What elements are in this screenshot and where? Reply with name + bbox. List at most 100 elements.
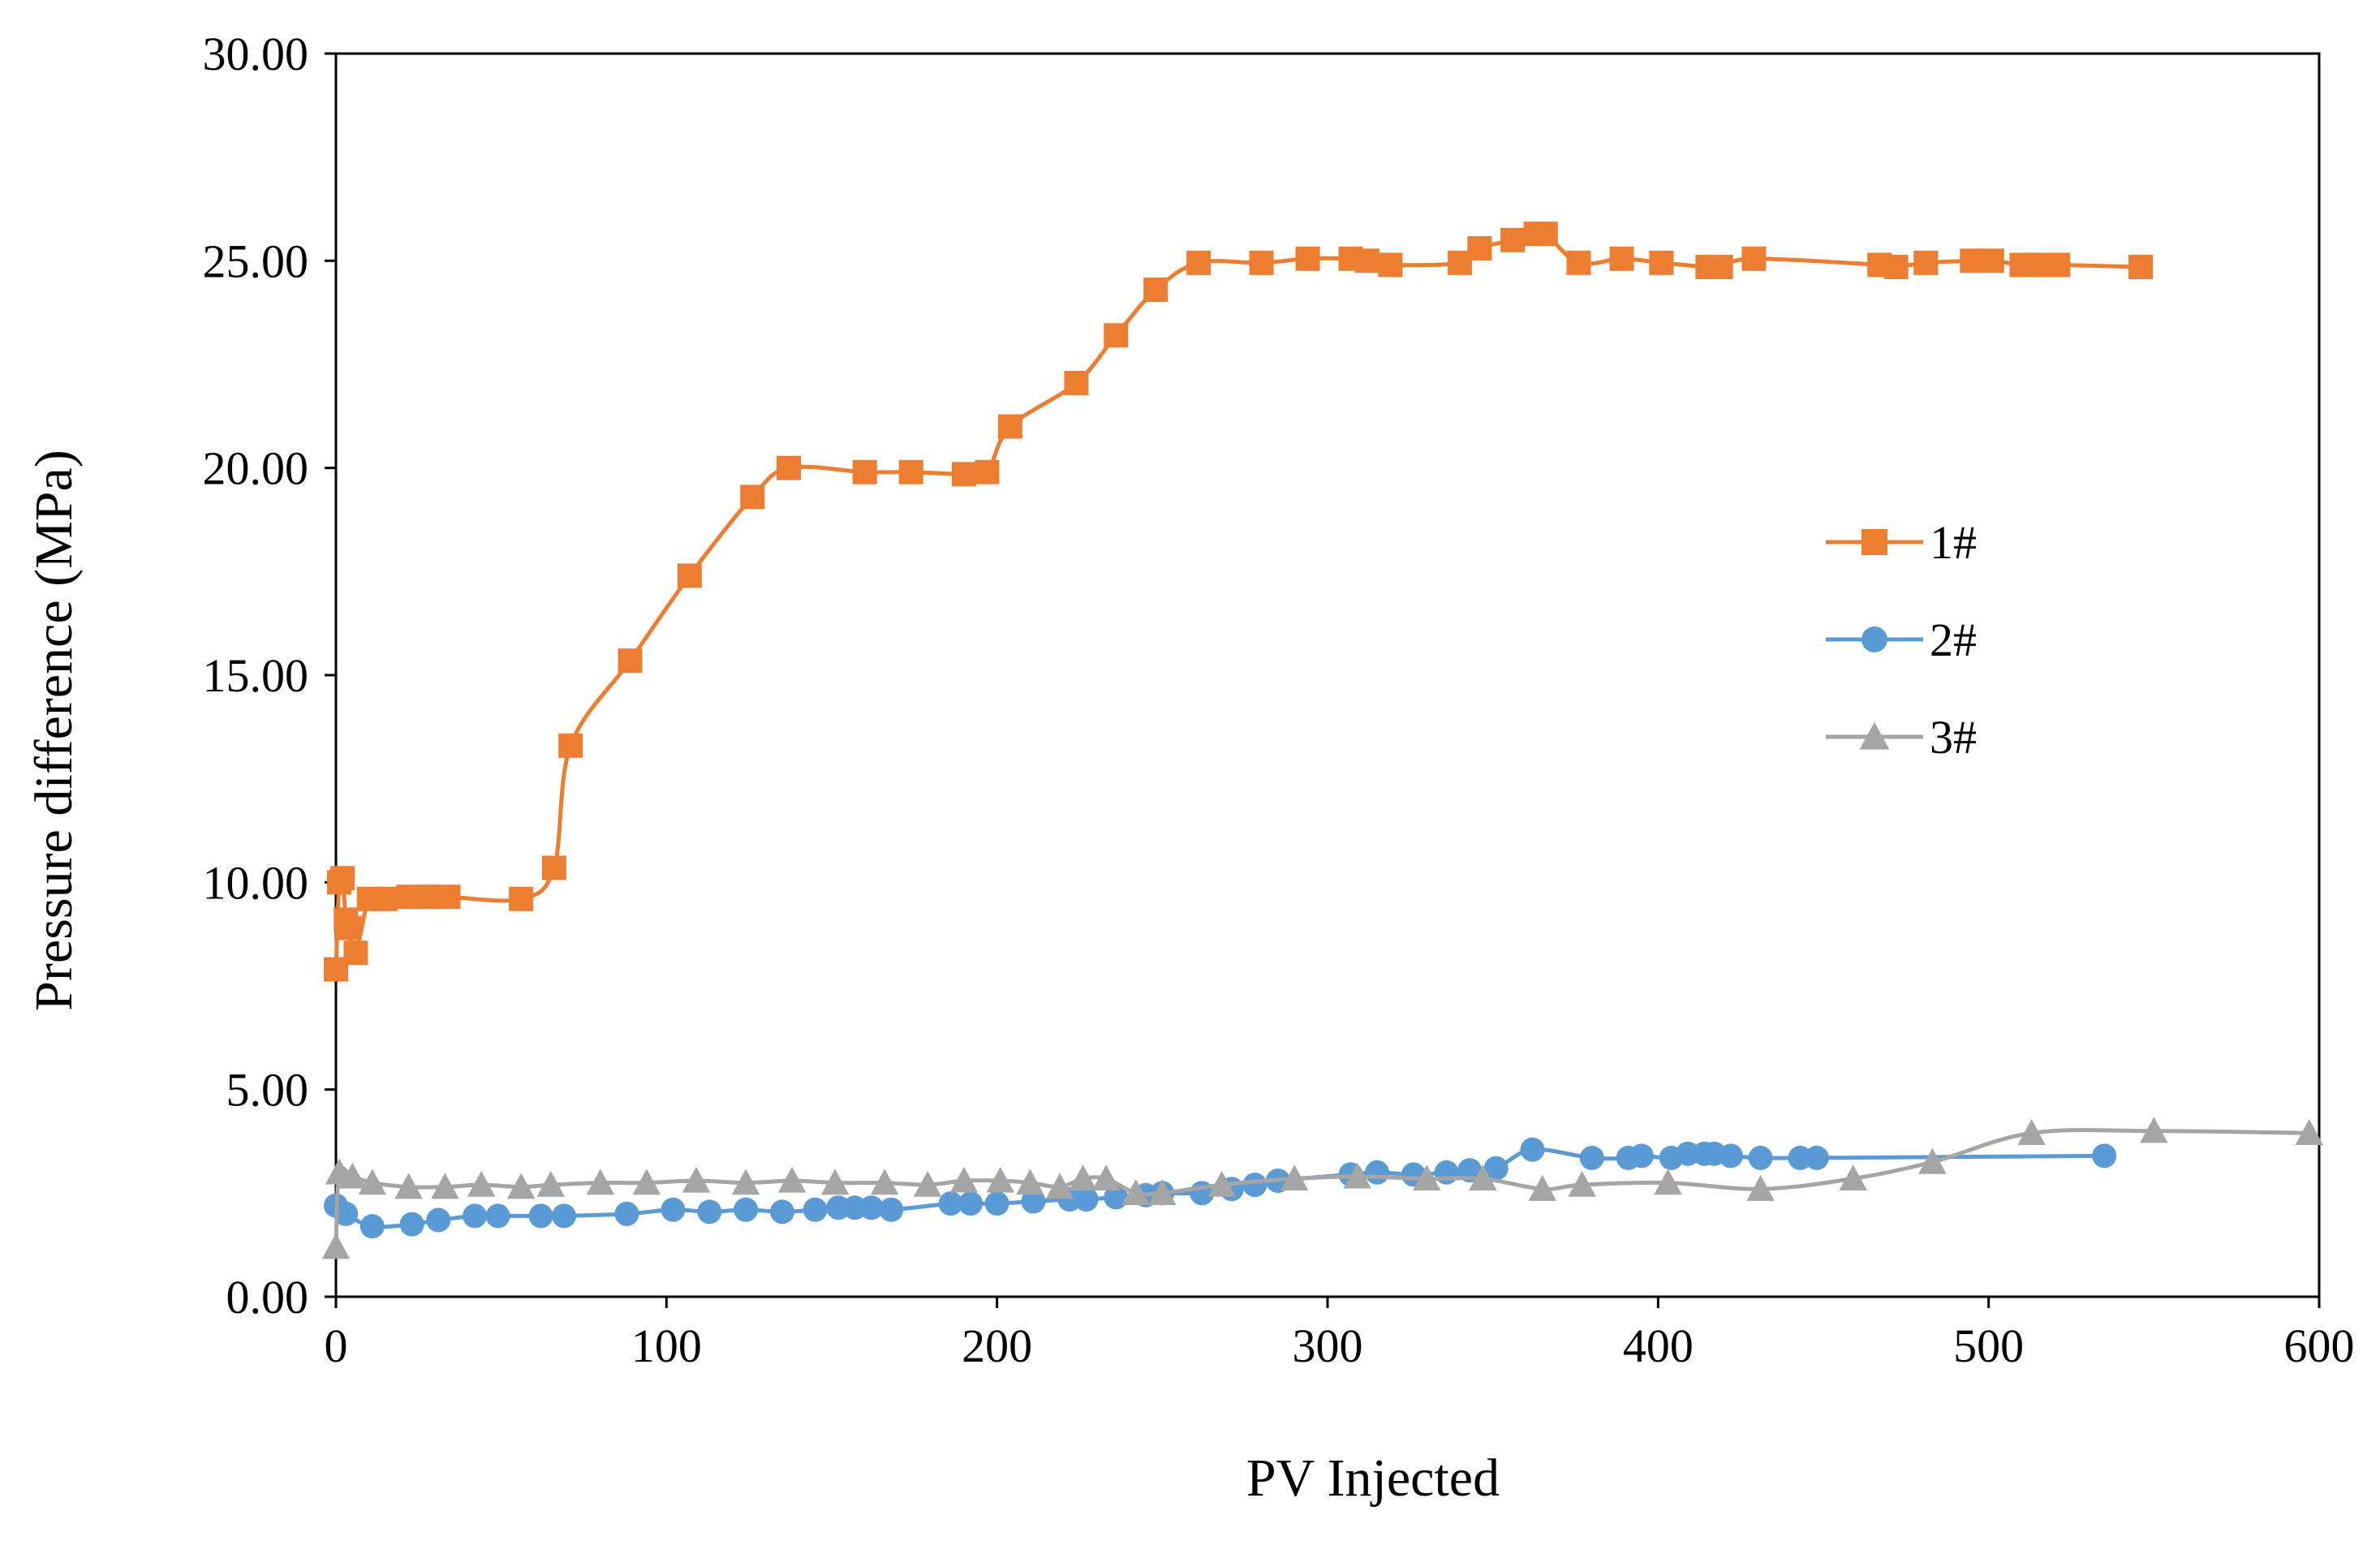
series-2-point (859, 1195, 884, 1220)
series-3-point (731, 1169, 760, 1195)
series-3 (321, 1117, 2324, 1259)
series-3-point (913, 1170, 942, 1197)
legend-item-2: 2# (1826, 613, 1977, 666)
series-3-point (682, 1166, 711, 1193)
series-3-point (1746, 1174, 1775, 1201)
series-3-point (586, 1169, 615, 1195)
y-tick-label: 10.00 (203, 856, 309, 909)
series-1-point (558, 733, 583, 758)
series-3-point (1654, 1169, 1682, 1195)
series-1-point (975, 459, 1000, 484)
series-2-point (938, 1191, 963, 1216)
series-2-point (1104, 1185, 1129, 1210)
legend-marker (1859, 721, 1890, 750)
series-3-point (1148, 1179, 1177, 1205)
series-2-point (528, 1203, 553, 1229)
y-tick-label: 25.00 (203, 235, 309, 287)
series-2-point (1021, 1189, 1046, 1214)
legend-label: 1# (1930, 516, 1977, 569)
series-2-point (1629, 1143, 1654, 1169)
series-1-point (677, 563, 702, 588)
legend-item-3: 3# (1826, 711, 1977, 764)
legend-item-1: 1# (1826, 516, 1977, 569)
series-3-point (1121, 1179, 1150, 1205)
series-1-point (1979, 248, 2004, 273)
series-1-point (1186, 250, 1212, 275)
series-2-point (1579, 1145, 1604, 1170)
series-2-point (803, 1197, 828, 1222)
series-2-point (552, 1203, 577, 1229)
series-3-point (1528, 1174, 1557, 1201)
series-1-point (1064, 370, 1089, 395)
series-3-point (1568, 1170, 1596, 1197)
series-1-point (330, 866, 355, 891)
series-1-point (1104, 323, 1129, 348)
x-axis-title: PV Injected (1246, 1448, 1500, 1508)
series-2-point (984, 1191, 1009, 1216)
series-2-point (1520, 1137, 1545, 1162)
y-tick-label: 20.00 (203, 442, 309, 495)
series-3-point (820, 1169, 850, 1195)
series-3-point (431, 1173, 459, 1199)
series-1-point (1378, 252, 1403, 278)
series-2-point (1434, 1160, 1459, 1185)
series-2-point (1365, 1160, 1390, 1185)
series-1-point (1249, 250, 1274, 275)
series-2-point (879, 1197, 904, 1222)
series-1-point (852, 459, 877, 484)
series-2-point (734, 1197, 759, 1222)
series-1-point (1533, 222, 1558, 247)
x-tick-label: 0 (325, 1319, 348, 1372)
series-1-point (1883, 254, 1909, 279)
series-1-point (618, 648, 643, 674)
series-1-point (2046, 252, 2071, 278)
series-3-point (1045, 1173, 1074, 1199)
series-2-point (399, 1212, 424, 1237)
series-2-point (697, 1199, 722, 1225)
series-1-point (1609, 246, 1634, 271)
x-tick-label: 500 (1953, 1319, 2024, 1372)
series-3-point (2140, 1117, 2168, 1143)
legend-marker (1861, 529, 1887, 555)
series-1-point (2128, 254, 2154, 279)
series-3-point (1069, 1164, 1097, 1191)
series-2-point (1748, 1145, 1773, 1170)
x-tick-label: 100 (631, 1319, 702, 1372)
series-3-point (1343, 1162, 1371, 1189)
series-1-point (343, 941, 368, 966)
legend-label: 2# (1930, 613, 1977, 666)
series-3-point (870, 1169, 899, 1195)
series-3-point (1016, 1169, 1044, 1195)
series-2-point (1483, 1156, 1508, 1181)
series-2-point (1074, 1186, 1099, 1212)
series-1-point (777, 455, 802, 480)
series-3-point (338, 1162, 367, 1189)
series-1-point (509, 886, 534, 911)
x-tick-label: 400 (1623, 1319, 1694, 1372)
series-1-point (951, 462, 976, 487)
series-2-point (2092, 1143, 2117, 1169)
series-1-point (1649, 250, 1674, 275)
series-2-point (769, 1199, 794, 1225)
series-3-point (1207, 1170, 1236, 1197)
series-1-point (1913, 250, 1939, 275)
series-2-point (958, 1191, 983, 1216)
series-1-point (997, 414, 1022, 439)
series-1-point (436, 885, 461, 910)
series-2-point (1718, 1143, 1743, 1169)
y-tick-label: 5.00 (226, 1064, 309, 1117)
series-1-point (373, 886, 398, 911)
series-1-point (1295, 246, 1320, 271)
legend-label: 3# (1930, 711, 1977, 764)
series-1-point (1354, 248, 1379, 273)
series-3-point (1412, 1164, 1441, 1191)
series-3-point (394, 1173, 423, 1199)
series-3-point (1469, 1164, 1497, 1191)
series-1-point (1467, 236, 1492, 261)
legend-marker (1861, 626, 1887, 652)
series-3-point (777, 1166, 807, 1193)
series-3-point (2295, 1119, 2324, 1145)
series-3-point (1918, 1147, 1947, 1174)
series-2-point (334, 1201, 359, 1226)
